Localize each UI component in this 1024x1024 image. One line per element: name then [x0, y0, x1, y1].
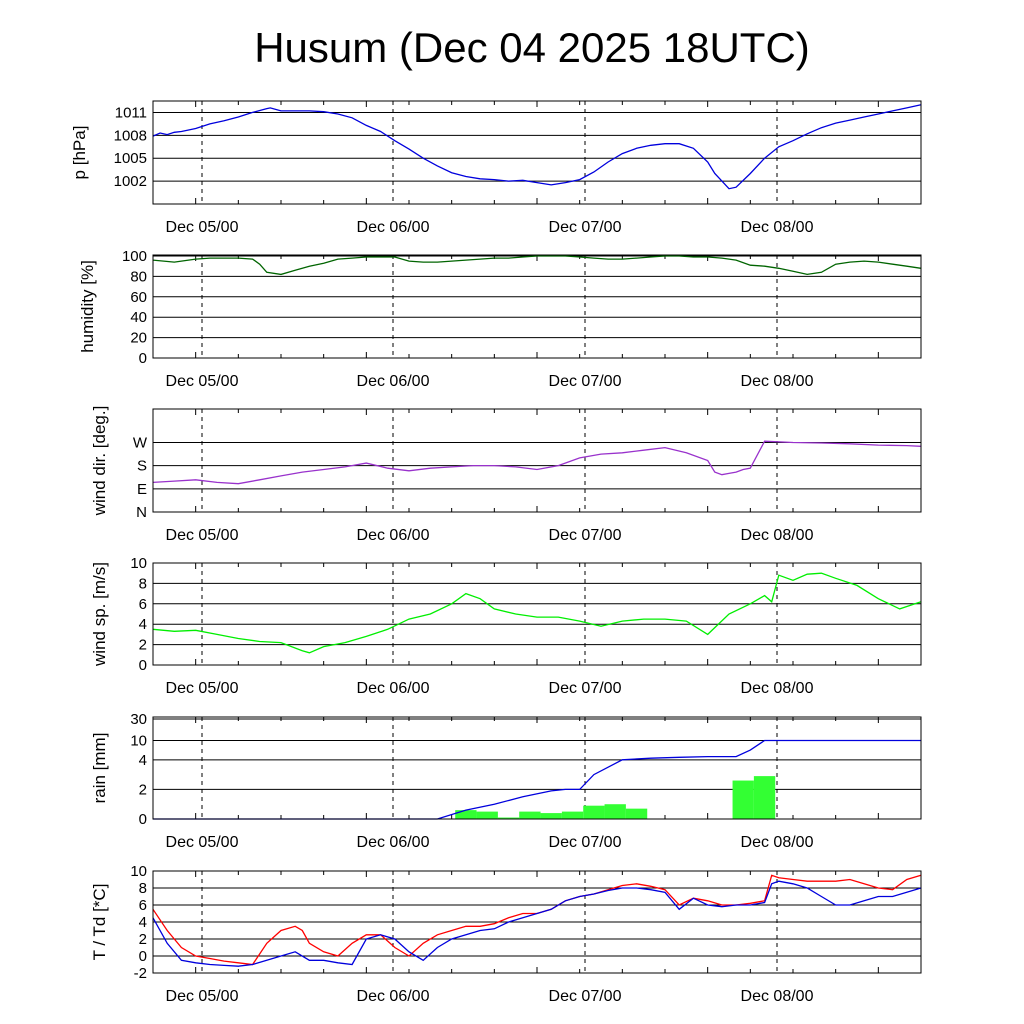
y-tick-label: 4: [139, 914, 147, 931]
y-tick-label: N: [136, 504, 147, 521]
y-tick-label: 4: [139, 752, 147, 769]
y-tick-label: 2: [139, 931, 147, 948]
y-tick-label: 0: [139, 948, 147, 965]
y-axis-label: p [hPa]: [70, 126, 89, 180]
x-tick-label: Dec 05/00: [166, 988, 239, 1005]
x-tick-label: Dec 08/00: [741, 988, 814, 1005]
x-tick-label: Dec 05/00: [166, 373, 239, 390]
plot-frame: [152, 254, 922, 359]
y-tick-label: 0: [139, 657, 147, 674]
x-tick-label: Dec 06/00: [357, 680, 430, 697]
y-tick-label: S: [137, 458, 147, 475]
y-tick-label: 8: [139, 880, 147, 897]
rain-bar: [625, 808, 648, 819]
y-tick-label: 6: [139, 596, 147, 613]
series-line: [152, 255, 922, 276]
plot-frame: [152, 716, 922, 820]
y-tick-label: 4: [139, 616, 147, 633]
x-tick-label: Dec 08/00: [741, 680, 814, 697]
y-axis-label: wind sp. [m/s]: [90, 562, 109, 667]
plot-frame: [152, 870, 922, 974]
y-tick-label: 30: [130, 711, 147, 728]
y-axis-label: rain [mm]: [90, 733, 109, 804]
series-line: [152, 440, 922, 485]
x-tick-label: Dec 05/00: [166, 680, 239, 697]
series-line: [152, 572, 922, 654]
x-tick-label: Dec 05/00: [166, 219, 239, 236]
x-tick-label: Dec 07/00: [549, 834, 622, 851]
x-tick-label: Dec 06/00: [357, 373, 430, 390]
y-tick-label: 8: [139, 575, 147, 592]
y-tick-label: 1008: [114, 127, 147, 144]
y-tick-label: 2: [139, 637, 147, 654]
y-axis-label: wind dir. [deg.]: [90, 406, 109, 517]
y-tick-label: 1005: [114, 150, 147, 167]
x-tick-label: Dec 07/00: [549, 219, 622, 236]
y-tick-label: 2: [139, 781, 147, 798]
chart-title: Husum (Dec 04 2025 18UTC): [254, 24, 810, 71]
y-tick-label: 1011: [115, 104, 147, 121]
x-tick-label: Dec 06/00: [357, 834, 430, 851]
x-tick-label: Dec 06/00: [357, 219, 430, 236]
y-tick-label: 40: [130, 309, 147, 326]
series-line: [153, 739, 921, 820]
y-tick-label: 60: [130, 289, 147, 306]
x-tick-label: Dec 07/00: [549, 988, 622, 1005]
y-tick-label: 10: [130, 863, 147, 880]
rain-bar: [583, 805, 605, 819]
series-line: [152, 874, 922, 966]
y-axis-label: T / Td [*C]: [90, 884, 109, 961]
y-tick-label: 10: [130, 732, 147, 749]
rain-bar: [753, 776, 776, 819]
y-tick-label: 1002: [114, 173, 147, 190]
x-tick-label: Dec 07/00: [549, 680, 622, 697]
rain-bar: [540, 813, 562, 819]
rain-bar: [476, 811, 498, 819]
y-tick-label: 100: [122, 248, 147, 265]
y-axis-label: humidity [%]: [78, 260, 97, 353]
y-tick-label: 0: [139, 350, 147, 367]
plot-frame: [152, 100, 922, 205]
x-tick-label: Dec 05/00: [166, 834, 239, 851]
plot-frame: [152, 408, 922, 513]
rain-bar: [561, 811, 584, 819]
x-tick-label: Dec 07/00: [549, 527, 622, 544]
rain-bar: [497, 817, 520, 819]
rain-bar: [455, 810, 477, 819]
x-tick-label: Dec 06/00: [357, 988, 430, 1005]
rain-bar: [604, 804, 626, 819]
x-tick-label: Dec 08/00: [741, 527, 814, 544]
x-tick-label: Dec 06/00: [357, 527, 430, 544]
x-tick-label: Dec 05/00: [166, 527, 239, 544]
y-tick-label: 20: [130, 330, 147, 347]
series-line: [152, 104, 922, 190]
rain-bar: [732, 780, 754, 819]
y-tick-label: 10: [130, 555, 147, 572]
x-tick-label: Dec 08/00: [741, 219, 814, 236]
y-tick-label: 80: [130, 268, 147, 285]
series-line: [152, 880, 922, 967]
y-tick-label: -2: [134, 965, 147, 982]
rain-bar: [519, 811, 541, 819]
plot-frame: [152, 562, 922, 666]
x-tick-label: Dec 08/00: [741, 373, 814, 390]
x-tick-label: Dec 07/00: [549, 373, 622, 390]
y-tick-label: 6: [139, 897, 147, 914]
y-tick-label: W: [133, 434, 148, 451]
x-tick-label: Dec 08/00: [741, 834, 814, 851]
y-tick-label: 0: [139, 811, 147, 828]
y-tick-label: E: [137, 481, 147, 498]
